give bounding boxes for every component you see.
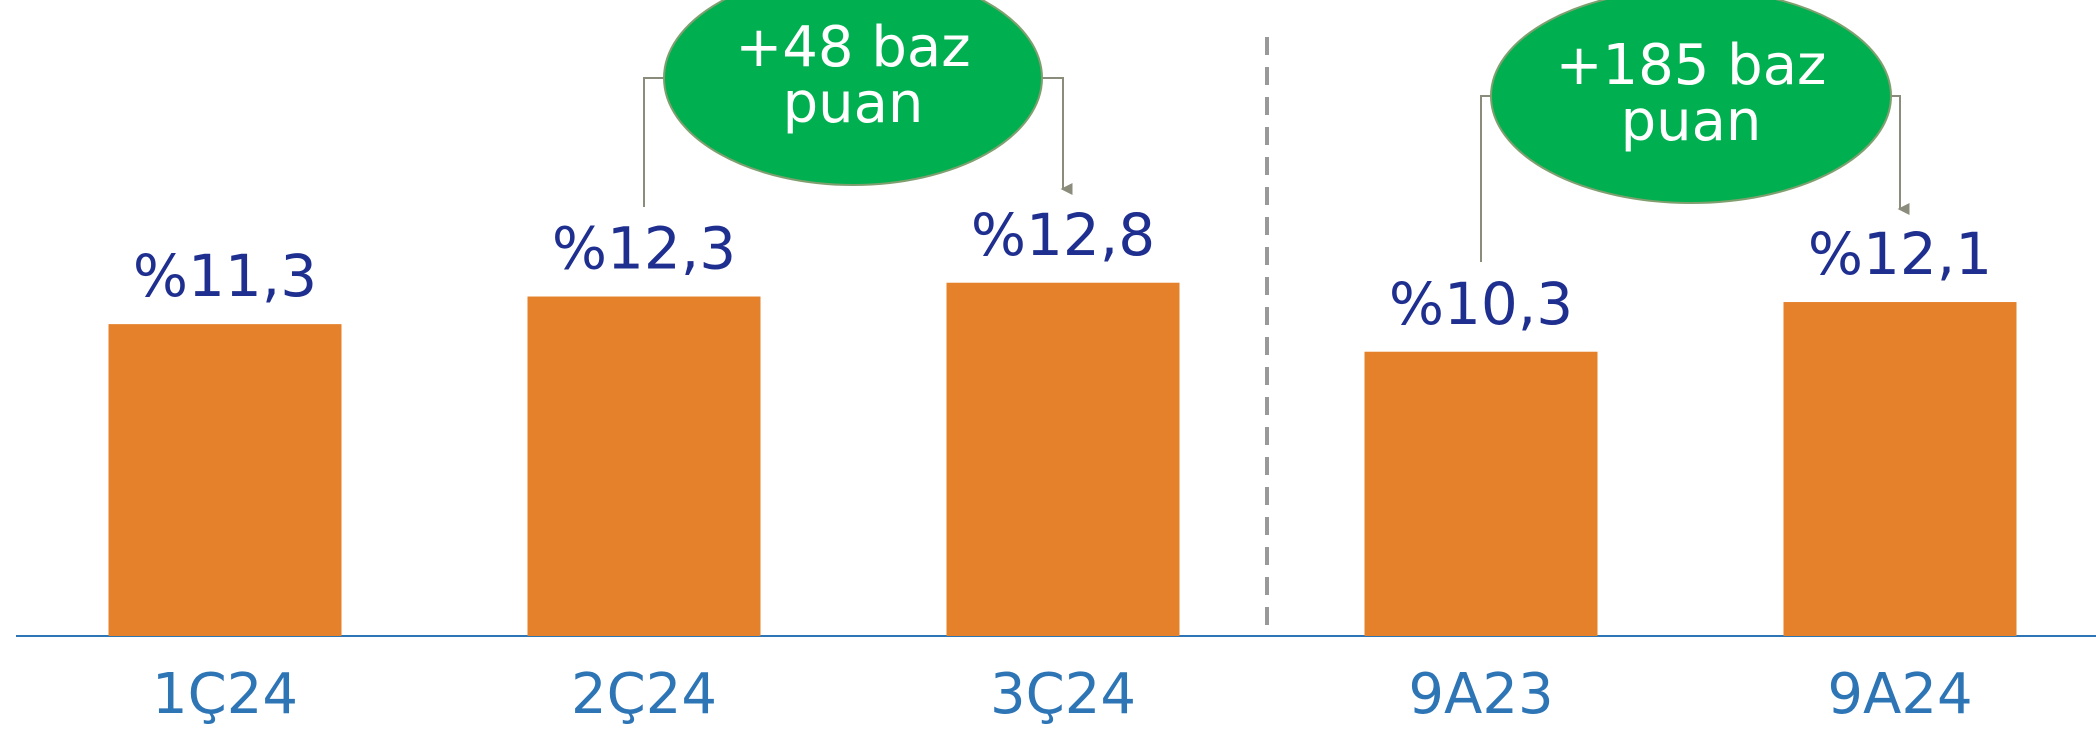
x-tick-label: 2Ç24	[571, 662, 717, 727]
x-tick-label: 1Ç24	[152, 662, 298, 727]
connector-arrow	[1042, 77, 1073, 195]
value-label: %12,3	[552, 215, 736, 283]
connector	[643, 77, 664, 207]
value-label: %12,8	[971, 201, 1155, 269]
value-label: %11,3	[133, 242, 317, 310]
value-label: %12,1	[1808, 220, 1992, 288]
annotation-bubble	[1490, 0, 1892, 204]
annotation-text: +185 baz puan	[1555, 33, 1827, 154]
bar	[527, 296, 761, 636]
bar	[108, 324, 342, 636]
annotation-bubble	[663, 0, 1043, 186]
connector	[1480, 95, 1491, 262]
x-tick-label: 9A23	[1408, 662, 1553, 727]
value-label: %10,3	[1389, 270, 1573, 338]
connector-arrow	[1891, 95, 1910, 215]
x-tick-label: 9A24	[1827, 662, 1972, 727]
bar	[1364, 351, 1598, 636]
x-tick-label: 3Ç24	[990, 662, 1136, 727]
bar	[1783, 302, 2017, 636]
annotation-text: +48 baz puan	[735, 15, 971, 136]
bar	[946, 282, 1180, 636]
